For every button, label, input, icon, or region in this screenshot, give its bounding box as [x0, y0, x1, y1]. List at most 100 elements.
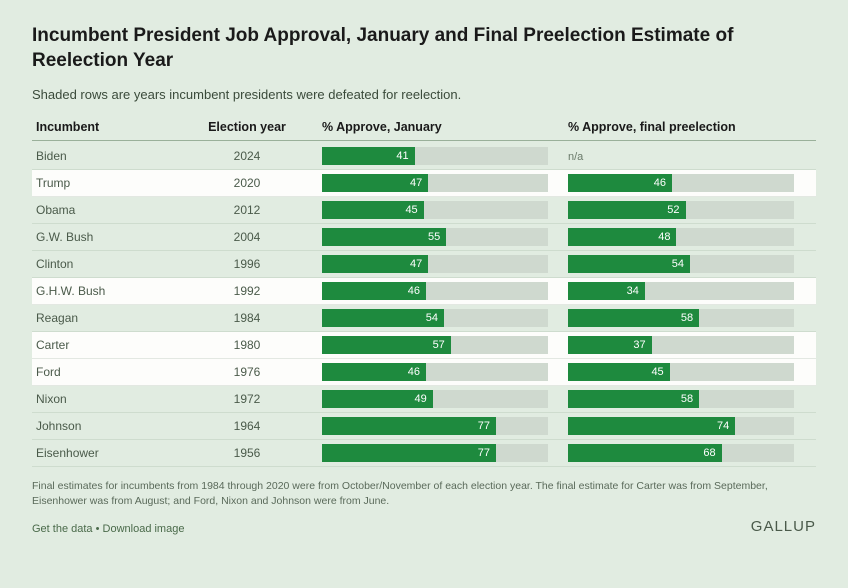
election-year: 2024 [182, 149, 312, 163]
bar-track: 58 [568, 309, 794, 327]
table-header-row: Incumbent Election year % Approve, Janua… [32, 120, 816, 141]
election-year: 2020 [182, 176, 312, 190]
bar-value-label: 46 [408, 363, 420, 381]
table-row: Biden2024 41 n/a [32, 143, 816, 170]
col-header-incumbent: Incumbent [32, 120, 182, 134]
bar-track: 54 [322, 309, 548, 327]
election-year: 1964 [182, 419, 312, 433]
final-bar-cell: 37 [558, 336, 804, 354]
bar-value-label: 74 [717, 417, 729, 435]
final-bar-cell: 46 [558, 174, 804, 192]
election-year: 1956 [182, 446, 312, 460]
bar-value-label: 68 [703, 444, 715, 462]
table-row: Johnson1964 77 74 [32, 413, 816, 440]
january-bar-cell: 77 [312, 444, 558, 462]
bar-fill: 58 [568, 309, 699, 327]
january-bar-cell: 45 [312, 201, 558, 219]
incumbent-name: Obama [32, 203, 182, 217]
bar-fill: 55 [322, 228, 446, 246]
bar-fill: 54 [568, 255, 690, 273]
bar-track: 74 [568, 417, 794, 435]
bar-track: 68 [568, 444, 794, 462]
table-row: Obama2012 45 52 [32, 197, 816, 224]
bar-track: 57 [322, 336, 548, 354]
table-row: Nixon19724958 [32, 386, 816, 413]
table-row: Trump2020 47 46 [32, 170, 816, 197]
bar-fill: 74 [568, 417, 735, 435]
col-header-january: % Approve, January [312, 120, 558, 134]
bar-value-label: 34 [627, 282, 639, 300]
bar-track: 45 [322, 201, 548, 219]
bar-fill: 34 [568, 282, 645, 300]
bar-value-label: 49 [414, 390, 426, 408]
bar-fill: 49 [322, 390, 433, 408]
bar-value-label: 77 [478, 444, 490, 462]
bar-value-label: 47 [410, 174, 422, 192]
bar-value-label: 58 [681, 309, 693, 327]
bar-fill: 46 [322, 282, 426, 300]
january-bar-cell: 55 [312, 228, 558, 246]
footnote-text: Final estimates for incumbents from 1984… [32, 479, 816, 507]
bar-fill: 45 [322, 201, 424, 219]
bar-track: 46 [322, 282, 548, 300]
col-header-year: Election year [182, 120, 312, 134]
bar-value-label: 58 [681, 390, 693, 408]
final-bar-cell: 54 [558, 255, 804, 273]
table-row: Clinton19964754 [32, 251, 816, 278]
election-year: 2012 [182, 203, 312, 217]
bar-value-label: 54 [672, 255, 684, 273]
election-year: 2004 [182, 230, 312, 244]
table-row: G.H.W. Bush1992 46 34 [32, 278, 816, 305]
bar-track: 45 [568, 363, 794, 381]
final-bar-cell: 58 [558, 390, 804, 408]
approval-table: Incumbent Election year % Approve, Janua… [32, 120, 816, 467]
january-bar-cell: 57 [312, 336, 558, 354]
incumbent-name: Ford [32, 365, 182, 379]
bar-track: 48 [568, 228, 794, 246]
bar-track: 47 [322, 255, 548, 273]
bar-track: 37 [568, 336, 794, 354]
bar-fill: 37 [568, 336, 652, 354]
col-header-final: % Approve, final preelection [558, 120, 804, 134]
final-bar-cell: 48 [558, 228, 804, 246]
get-data-link[interactable]: Get the data [32, 523, 93, 535]
bar-fill: 47 [322, 174, 428, 192]
footer-links: Get the data • Download image [32, 523, 184, 535]
january-bar-cell: 46 [312, 363, 558, 381]
election-year: 1992 [182, 284, 312, 298]
bar-value-label: 47 [410, 255, 422, 273]
incumbent-name: Trump [32, 176, 182, 190]
incumbent-name: Biden [32, 149, 182, 163]
election-year: 1996 [182, 257, 312, 271]
footer-bar: Get the data • Download image GALLUP [32, 518, 816, 535]
bar-fill: 48 [568, 228, 676, 246]
bar-value-label: 45 [405, 201, 417, 219]
incumbent-name: Reagan [32, 311, 182, 325]
bar-fill: 46 [568, 174, 672, 192]
election-year: 1984 [182, 311, 312, 325]
bar-fill: 58 [568, 390, 699, 408]
bar-fill: 57 [322, 336, 451, 354]
final-bar-cell: 52 [558, 201, 804, 219]
final-bar-cell: 68 [558, 444, 804, 462]
bar-fill: 41 [322, 147, 415, 165]
bar-track: 52 [568, 201, 794, 219]
bar-track: 47 [322, 174, 548, 192]
table-row: G.W. Bush20045548 [32, 224, 816, 251]
bar-track: 55 [322, 228, 548, 246]
election-year: 1976 [182, 365, 312, 379]
bar-value-label: 48 [658, 228, 670, 246]
bar-value-label: 77 [478, 417, 490, 435]
download-image-link[interactable]: Download image [103, 523, 185, 535]
incumbent-name: G.H.W. Bush [32, 284, 182, 298]
incumbent-name: Johnson [32, 419, 182, 433]
bar-fill: 47 [322, 255, 428, 273]
bar-value-label: 37 [633, 336, 645, 354]
january-bar-cell: 49 [312, 390, 558, 408]
final-bar-cell: 34 [558, 282, 804, 300]
bar-track: 46 [322, 363, 548, 381]
bar-track: 41 [322, 147, 548, 165]
final-bar-cell: n/a [558, 147, 804, 166]
january-bar-cell: 47 [312, 255, 558, 273]
bar-value-label: 57 [433, 336, 445, 354]
